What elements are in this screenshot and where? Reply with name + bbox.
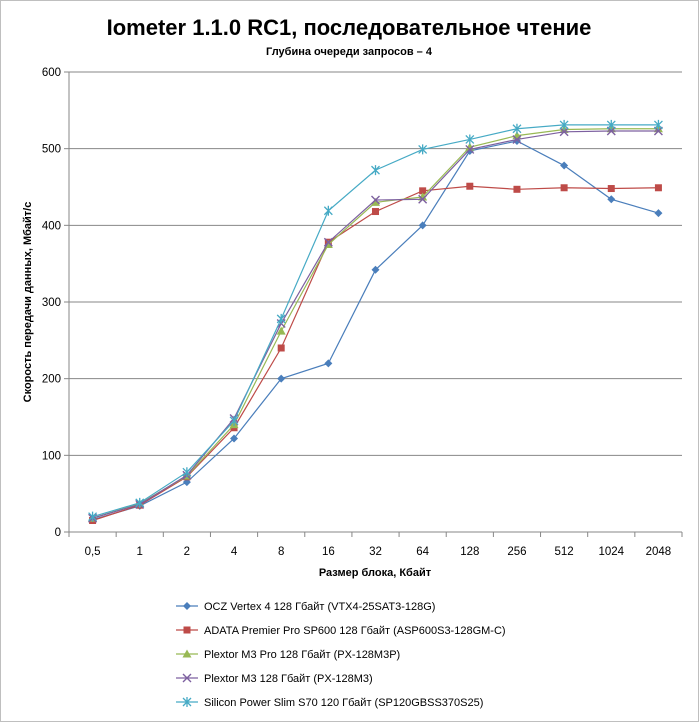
data-point: [606, 119, 616, 130]
x-axis-label: Размер блока, Кбайт: [319, 567, 432, 579]
data-point: [324, 359, 333, 368]
data-point: [419, 187, 427, 195]
data-point: [418, 221, 427, 230]
series-line: [92, 185, 659, 522]
legend-marker: [183, 602, 191, 610]
x-tick-label: 0,5: [85, 546, 101, 558]
data-point: [418, 194, 428, 204]
series-3: [88, 124, 663, 522]
x-tick-label: 32: [369, 546, 382, 558]
x-tick-labels: 0,5 1 2 4 8 16 32 64 128 256 512 1024 2048: [85, 546, 672, 558]
data-point: [229, 415, 239, 426]
legend-entry: Plextor M3 128 Гбайт (PX-128M3): [176, 673, 373, 685]
series-1: [88, 137, 663, 524]
data-point: [372, 208, 379, 216]
chart-title: Iometer 1.1.0 RC1, последовательное чтен…: [107, 15, 592, 40]
data-point: [371, 197, 380, 206]
x-tick-label: 16: [322, 546, 335, 558]
series-line: [92, 124, 659, 518]
legend-label: ADATA Premier Pro SP600 128 Гбайт (ASP60…: [204, 625, 506, 637]
y-tick-label: 600: [42, 67, 61, 79]
y-axis-label: Скорость передачи данных, Мбайт/с: [22, 202, 34, 403]
legend-marker: [182, 697, 192, 707]
data-point: [513, 185, 521, 193]
y-tick-label: 400: [42, 220, 61, 232]
x-tick-label: 64: [416, 546, 429, 558]
legend-marker: [183, 626, 191, 634]
data-point: [607, 185, 615, 193]
data-point: [371, 165, 380, 176]
data-point: [135, 497, 145, 508]
data-point: [277, 374, 286, 383]
data-point: [560, 184, 568, 192]
legend-entry: Silicon Power Slim S70 120 Гбайт (SP120G…: [176, 697, 483, 709]
data-point: [654, 184, 662, 192]
data-point: [371, 195, 380, 205]
x-tick-label: 1: [137, 546, 143, 558]
data-point: [512, 123, 522, 134]
gridlines: [69, 71, 682, 456]
data-point: [230, 434, 239, 443]
data-point: [323, 205, 333, 216]
data-point: [418, 144, 428, 155]
x-tick-label: 128: [460, 546, 479, 558]
series-line: [92, 140, 659, 521]
data-point: [465, 144, 475, 154]
data-point: [277, 344, 285, 352]
x-tick-label: 2: [184, 546, 190, 558]
y-tick-label: 200: [42, 374, 61, 386]
x-tick-label: 1024: [598, 546, 624, 558]
chart-subtitle: Глубина очереди запросов – 4: [266, 46, 433, 58]
data-point: [276, 313, 286, 324]
legend-label: Plextor M3 128 Гбайт (PX-128M3): [204, 673, 373, 685]
data-point: [607, 195, 616, 204]
data-point: [88, 511, 98, 522]
data-point: [418, 192, 428, 201]
y-tick-label: 0: [55, 527, 61, 539]
legend-marker: [182, 673, 192, 683]
series-2: [89, 182, 662, 524]
data-point: [512, 134, 522, 144]
legend-entry: ADATA Premier Pro SP600 128 Гбайт (ASP60…: [176, 625, 506, 637]
data-point: [371, 265, 380, 274]
series-line: [92, 128, 659, 519]
data-point: [182, 467, 192, 478]
series-lines: [88, 119, 663, 524]
x-tick-label: 2048: [646, 546, 672, 558]
y-tick-label: 100: [42, 450, 61, 462]
series-4: [88, 126, 663, 523]
y-tick-label: 500: [42, 144, 61, 156]
series-line: [92, 130, 659, 519]
legend-marker: [182, 649, 192, 658]
series-5: [88, 119, 663, 522]
legend-entry: OCZ Vertex 4 128 Гбайт (VTX4-25SAT3-128G…: [176, 601, 435, 613]
y-tick-label: 300: [42, 297, 61, 309]
legend-label: Plextor M3 Pro 128 Гбайт (PX-128M3P): [204, 649, 400, 661]
data-point: [323, 237, 333, 247]
x-tick-label: 8: [278, 546, 284, 558]
data-point: [654, 209, 663, 218]
legend-label: Silicon Power Slim S70 120 Гбайт (SP120G…: [204, 697, 483, 709]
y-tick-labels: 0 100 200 300 400 500 600: [42, 67, 61, 539]
data-point: [559, 127, 569, 137]
data-point: [560, 161, 569, 170]
data-point: [466, 182, 474, 190]
x-tick-label: 4: [231, 546, 238, 558]
data-point: [276, 326, 286, 335]
x-tick-label: 512: [555, 546, 574, 558]
legend-label: OCZ Vertex 4 128 Гбайт (VTX4-25SAT3-128G…: [204, 601, 435, 613]
x-tick-label: 256: [507, 546, 526, 558]
legend-entry: Plextor M3 Pro 128 Гбайт (PX-128M3P): [176, 649, 400, 661]
legend: OCZ Vertex 4 128 Гбайт (VTX4-25SAT3-128G…: [176, 601, 506, 709]
data-point: [559, 119, 569, 130]
data-point: [465, 134, 475, 145]
data-point: [653, 119, 663, 130]
axes: [64, 71, 683, 537]
